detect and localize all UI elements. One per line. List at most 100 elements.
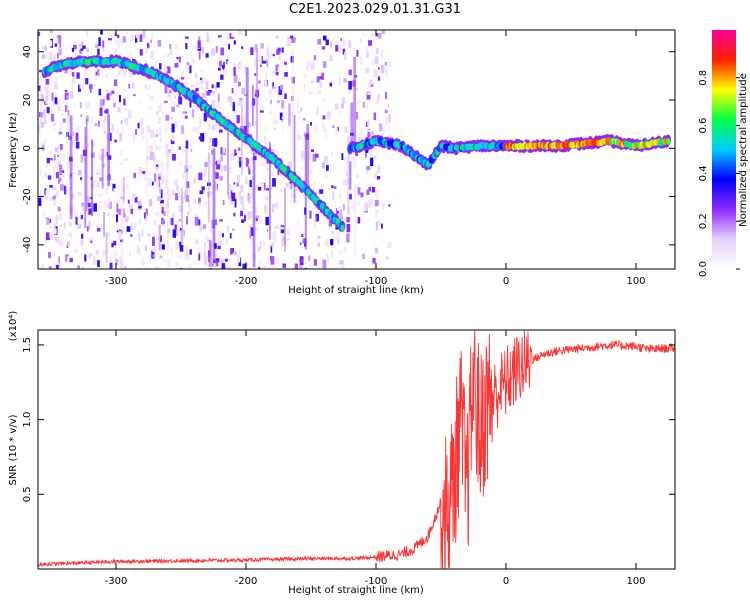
heatmap-cell <box>147 42 149 48</box>
heatmap-cell <box>54 194 57 197</box>
heatmap-cell <box>211 90 216 95</box>
heatmap-cell <box>245 157 248 167</box>
heatmap-cell <box>158 267 162 269</box>
heatmap-cell <box>57 35 62 44</box>
heatmap-cell <box>188 207 192 212</box>
heatmap-cell <box>232 228 235 231</box>
heatmap-cell <box>59 225 63 228</box>
heatmap-cell <box>69 257 73 263</box>
heatmap-cell <box>129 34 134 38</box>
heatmap-cell <box>209 227 212 233</box>
heatmap-cell <box>98 37 101 47</box>
x-tick-label: -100 <box>365 576 388 587</box>
heatmap-cell <box>156 128 158 133</box>
heatmap-cell <box>60 184 64 191</box>
heatmap-cell <box>244 215 246 222</box>
heatmap-cell <box>234 198 237 208</box>
heatmap-cell <box>165 143 168 149</box>
heatmap-cell <box>266 60 269 67</box>
heatmap-cell <box>368 40 372 46</box>
heatmap-cell <box>270 256 275 265</box>
heatmap-cell <box>57 150 61 156</box>
heatmap-cell <box>272 54 275 57</box>
heatmap-cell <box>269 91 272 97</box>
heatmap-cell <box>54 160 59 169</box>
heatmap-cell <box>130 206 133 214</box>
heatmap-cell <box>360 56 363 65</box>
heatmap-cell <box>285 182 289 188</box>
heatmap-cell <box>158 126 162 136</box>
heatmap-cell <box>45 86 49 92</box>
heatmap-cell <box>45 97 48 105</box>
heatmap-cell <box>61 153 65 162</box>
heatmap-cell <box>44 45 47 51</box>
heatmap-cell <box>381 64 384 74</box>
heatmap-cell <box>132 59 136 61</box>
heatmap-cell <box>230 248 234 255</box>
heatmap-cell <box>188 164 193 169</box>
heatmap-cell <box>341 153 344 160</box>
heatmap-cell <box>366 189 370 195</box>
heatmap-cell <box>277 66 280 72</box>
heatmap-cell <box>342 48 346 55</box>
heatmap-cell <box>100 30 103 35</box>
heatmap-cell <box>58 122 63 131</box>
heatmap-cell <box>240 210 243 217</box>
heatmap-cell <box>49 185 53 188</box>
heatmap-cell <box>248 224 252 228</box>
heatmap-cell <box>323 35 327 41</box>
heatmap-cell <box>53 128 56 131</box>
y-tick-label: -40 <box>22 237 33 253</box>
heatmap-cell <box>151 32 153 40</box>
heatmap-cell <box>284 72 288 77</box>
heatmap-cell <box>341 103 345 109</box>
colorbar: 0.0 0.2 0.4 0.6 0.8 Normalized spectral ampl… <box>698 30 749 277</box>
heatmap-cell <box>80 215 83 220</box>
heatmap-cell <box>265 216 269 226</box>
heatmap-cell <box>167 258 171 268</box>
heatmap-cell <box>230 97 234 104</box>
heatmap-cell <box>346 217 350 223</box>
heatmap-cell <box>284 93 287 99</box>
heatmap-cell <box>50 114 55 122</box>
heatmap-cell <box>105 152 108 156</box>
heatmap-cell <box>229 198 233 205</box>
heatmap-cell <box>300 107 303 112</box>
heatmap-cell <box>130 234 133 237</box>
heatmap-cell <box>160 189 163 199</box>
heatmap-cell <box>46 52 51 60</box>
heatmap-cell <box>258 80 261 84</box>
heatmap-cell <box>275 64 279 72</box>
heatmap-cell <box>204 234 208 241</box>
heatmap-cell <box>163 259 167 263</box>
heatmap-cell <box>271 71 276 76</box>
heatmap-cell <box>208 240 212 267</box>
heatmap-cell <box>215 172 219 179</box>
heatmap-cell <box>80 48 84 51</box>
heatmap-cell <box>67 109 70 116</box>
heatmap-cell <box>178 56 181 63</box>
heatmap-cell <box>186 77 190 79</box>
heatmap-cell <box>247 122 252 127</box>
heatmap-cell <box>112 183 116 192</box>
heatmap-cell <box>123 88 128 92</box>
heatmap-cell <box>212 263 217 268</box>
heatmap-cell <box>220 155 223 162</box>
heatmap-cell <box>106 232 110 241</box>
heatmap-cell <box>233 40 236 45</box>
heatmap-cell <box>115 38 118 44</box>
heatmap-cell <box>238 81 241 87</box>
heatmap-cell <box>171 189 175 196</box>
heatmap-cell <box>336 232 340 241</box>
heatmap-cell <box>154 141 157 147</box>
heatmap-cell <box>248 165 251 175</box>
heatmap-cell <box>119 162 123 165</box>
heatmap-cell <box>88 184 92 188</box>
heatmap-cell <box>232 154 236 159</box>
heatmap-cell <box>71 47 74 52</box>
heatmap-cell <box>262 60 267 64</box>
heatmap-cell <box>227 53 231 60</box>
heatmap-cell <box>71 127 74 135</box>
heatmap-cell <box>185 43 188 50</box>
heatmap-cell <box>137 123 140 129</box>
